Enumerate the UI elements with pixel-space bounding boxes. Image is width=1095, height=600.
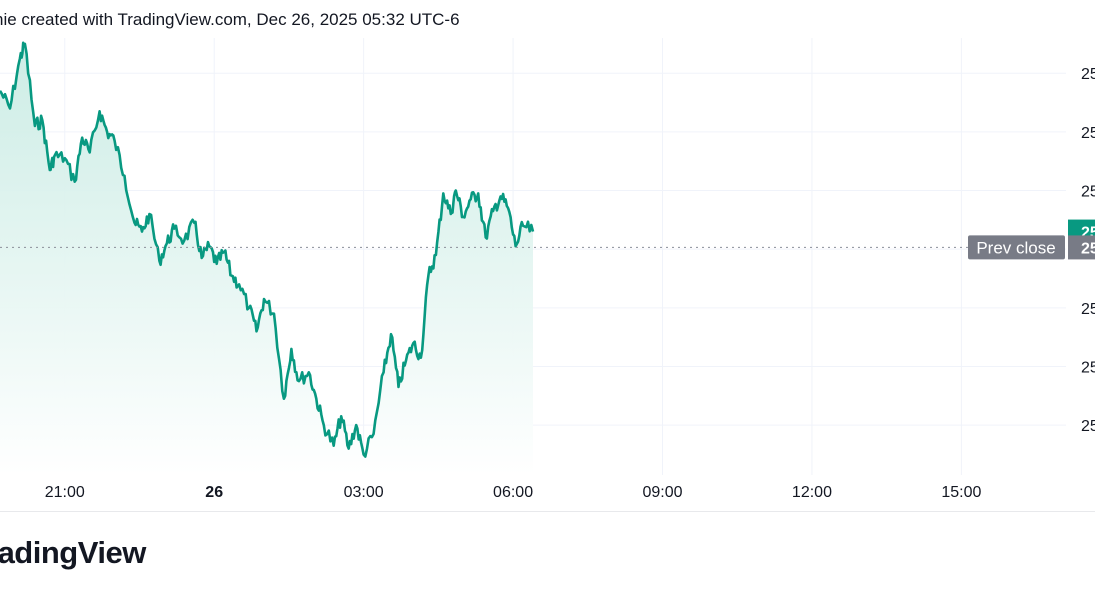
price-tick-label: 25	[1081, 418, 1095, 435]
price-tick-label: 25	[1081, 125, 1095, 142]
time-tick-label: 21:00	[45, 484, 85, 501]
chart-header: nie created with TradingView.com, Dec 26…	[0, 10, 1095, 34]
footer-divider	[0, 511, 1095, 512]
price-tick-label: 25	[1081, 66, 1095, 83]
prev-close-value-badge	[1068, 235, 1095, 260]
price-chart[interactable]: Prev close 21:00 26 03:00 06:00 09:00 12:00 15…	[0, 0, 1095, 512]
price-tick-label: 25	[1081, 184, 1095, 201]
time-axis[interactable]: 21:00 26 03:00 06:00 09:00 12:00 15:00	[45, 484, 982, 501]
price-area	[0, 42, 533, 476]
time-tick-label: 09:00	[642, 484, 682, 501]
price-line-layer	[0, 41, 535, 458]
price-line	[0, 41, 535, 458]
prev-close-label: Prev close	[976, 238, 1055, 257]
header-text: nie created with TradingView.com, Dec 26…	[0, 10, 460, 29]
price-tick-label: 25	[1081, 301, 1095, 318]
time-tick-label: 06:00	[493, 484, 533, 501]
prev-close-layer: Prev close	[0, 235, 1066, 260]
price-axis[interactable]: 252525252525252525	[1068, 66, 1095, 435]
prev-close-label-bg	[968, 235, 1065, 260]
price-area-layer	[0, 42, 533, 476]
time-tick-label: 26	[205, 484, 223, 501]
time-tick-label: 12:00	[792, 484, 832, 501]
price-tick-label: 25	[1081, 359, 1095, 376]
time-tick-label: 03:00	[344, 484, 384, 501]
tradingview-logo[interactable]: radingView	[0, 535, 146, 570]
prev-close-value-label: 25	[1081, 240, 1095, 257]
time-tick-label: 15:00	[941, 484, 981, 501]
